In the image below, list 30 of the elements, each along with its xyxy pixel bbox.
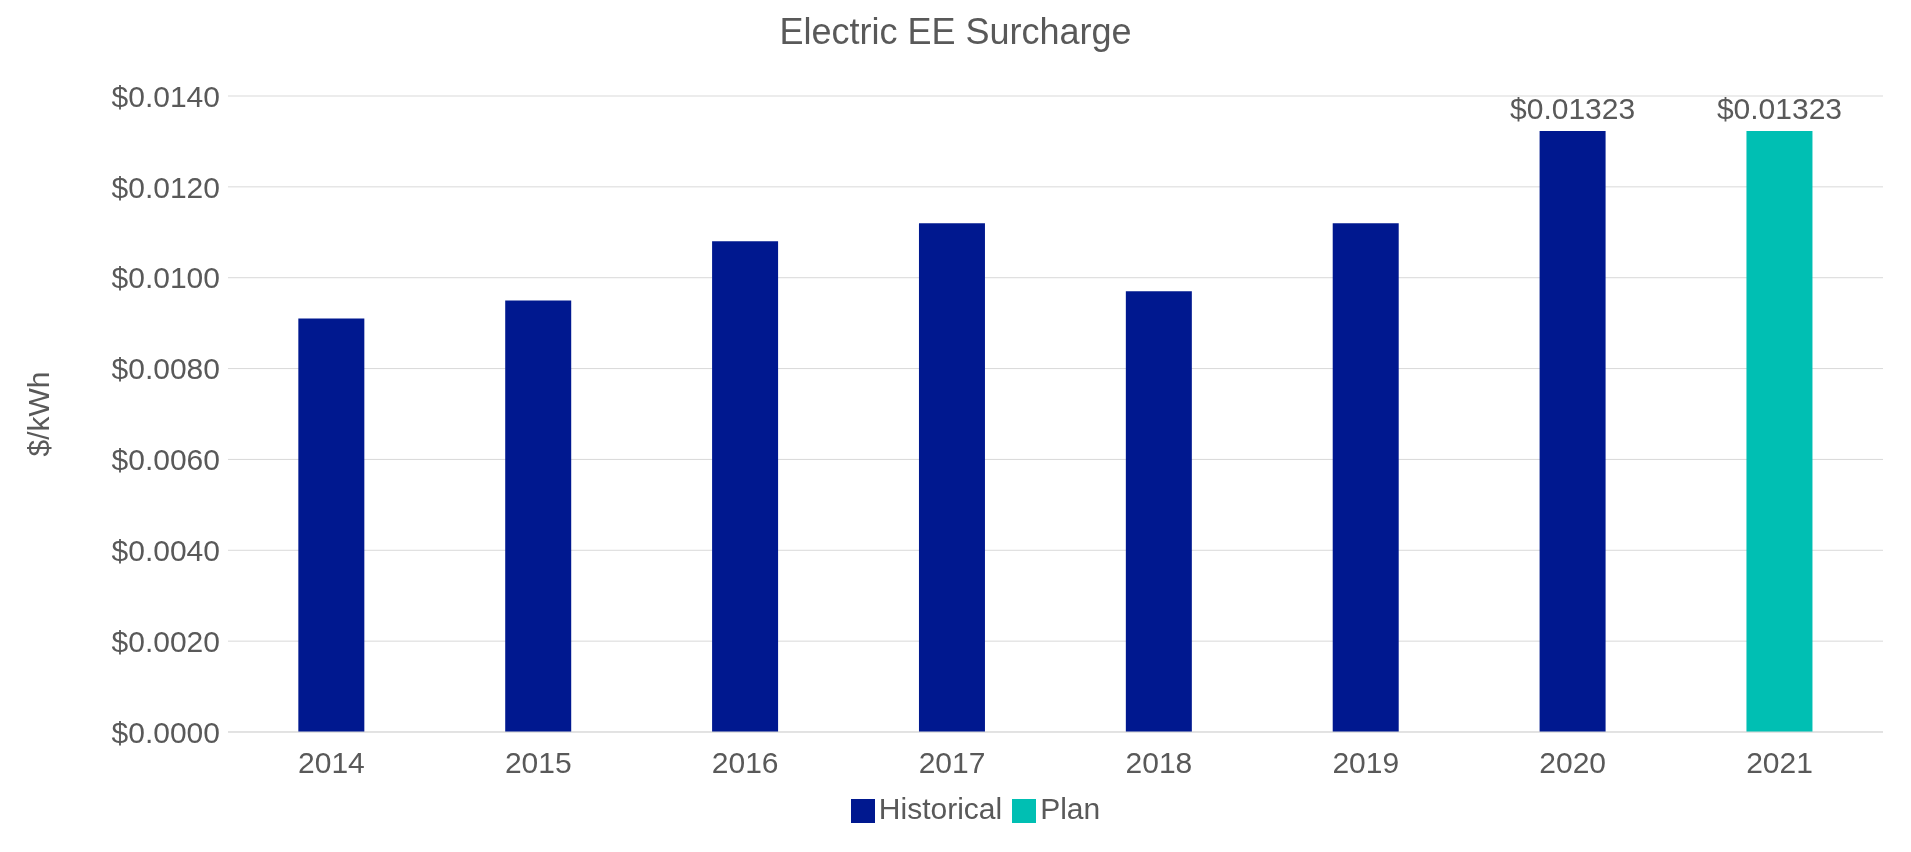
- legend-label: Historical: [878, 792, 1003, 825]
- y-tick-label: $0.0140: [111, 79, 220, 113]
- bar: [712, 241, 779, 732]
- bar: [1539, 130, 1606, 732]
- x-tick-label: 2016: [711, 746, 779, 780]
- chart-title: Electric EE Surcharge: [778, 10, 1133, 54]
- y-tick-label: $0.0080: [111, 352, 220, 386]
- bar: [298, 318, 365, 732]
- y-axis-title: $/kWh: [21, 371, 55, 457]
- x-tick-label: 2019: [1332, 746, 1400, 780]
- x-tick-label: 2021: [1746, 746, 1813, 780]
- y-tick-label: $0.0020: [111, 624, 220, 658]
- x-tick-label: 2018: [1125, 746, 1193, 780]
- y-tick-label: $0.0000: [111, 715, 220, 749]
- x-tick-label: 2020: [1539, 746, 1607, 780]
- bar: [505, 300, 572, 732]
- y-tick-label: $0.0100: [111, 261, 220, 295]
- y-tick-label: $0.0040: [111, 533, 220, 567]
- y-tick-label: $0.0120: [111, 170, 220, 204]
- data-label: $0.01323: [1716, 91, 1843, 125]
- legend-label: Plan: [1040, 792, 1101, 825]
- bar: [1125, 291, 1192, 732]
- data-label: $0.01323: [1510, 91, 1636, 125]
- x-tick-label: 2017: [918, 746, 986, 780]
- x-tick-label: 2015: [504, 746, 572, 780]
- x-tick-label: 2014: [298, 746, 365, 780]
- bar: [1746, 130, 1813, 732]
- bar: [1332, 223, 1399, 732]
- bar: [918, 223, 985, 732]
- y-tick-label: $0.0060: [111, 443, 220, 477]
